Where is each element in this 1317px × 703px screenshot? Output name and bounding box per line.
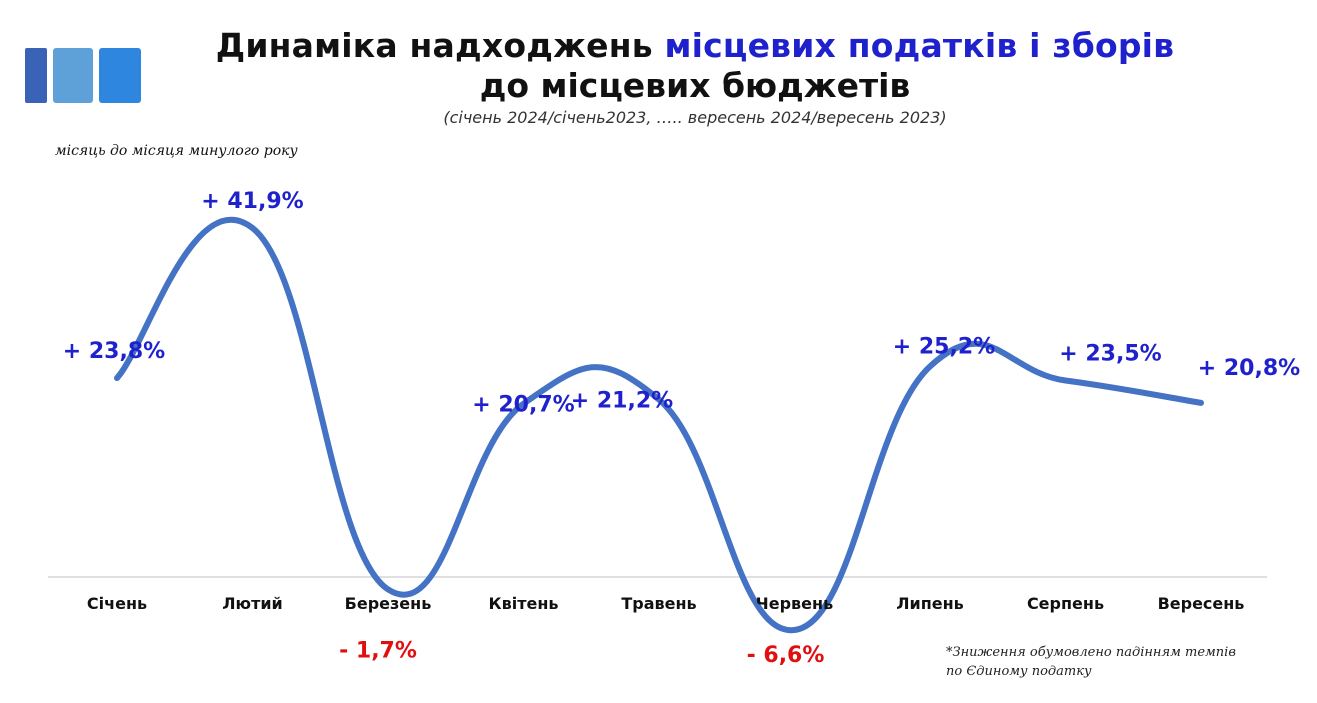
logo-bar <box>53 48 93 103</box>
data-label: + 21,2% <box>571 389 673 414</box>
logo-bar <box>99 48 141 103</box>
logo-icon <box>25 48 141 103</box>
x-tick-label: Червень <box>756 594 833 613</box>
x-tick-label: Серпень <box>1027 594 1104 613</box>
data-label: - 1,7% <box>339 638 417 663</box>
footnote: *Зниження обумовлено падінням темпів по … <box>946 643 1256 681</box>
data-label: + 41,9% <box>201 189 303 214</box>
data-label: + 20,7% <box>472 393 574 418</box>
page-title-line2: до місцевих бюджетів <box>479 66 911 105</box>
title-part1: Динаміка надходжень <box>215 26 665 65</box>
footnote-line2: по Єдиному податку <box>946 664 1092 679</box>
page-subtitle: (січень 2024/січень2023, ….. вересень 20… <box>443 108 947 127</box>
x-tick-label: Липень <box>896 594 964 613</box>
data-label: + 23,5% <box>1059 342 1161 367</box>
footnote-line1: *Зниження обумовлено падінням темпів <box>946 645 1236 660</box>
title-highlight: місцевих податків і зборів <box>664 26 1175 65</box>
series-line <box>114 216 1204 634</box>
period-note: місяць до місяця минулого року <box>55 143 298 159</box>
page-title: Динаміка надходжень місцевих податків і … <box>170 26 1220 65</box>
x-tick-label: Травень <box>621 594 696 613</box>
x-tick-label: Квітень <box>489 594 559 613</box>
logo-bar <box>25 48 47 103</box>
x-tick-label: Лютий <box>222 594 283 613</box>
x-tick-label: Вересень <box>1158 594 1245 613</box>
data-label: + 23,8% <box>63 339 165 364</box>
x-tick-label: Березень <box>345 594 432 613</box>
data-label: + 25,2% <box>893 334 995 359</box>
data-label: - 6,6% <box>747 643 825 668</box>
x-tick-label: Січень <box>87 594 147 613</box>
data-label: + 20,8% <box>1198 356 1300 381</box>
